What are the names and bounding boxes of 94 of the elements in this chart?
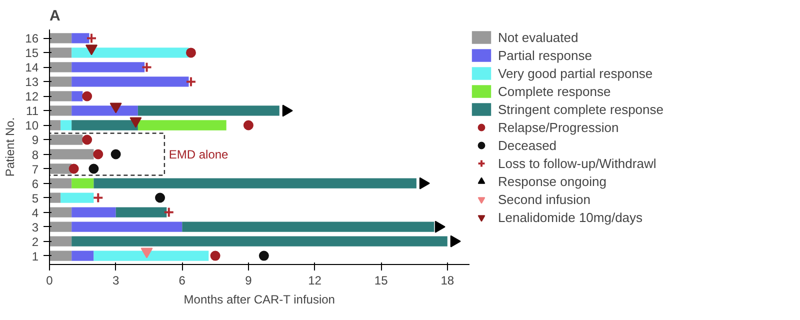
point [68, 164, 79, 174]
bar [50, 178, 72, 188]
bar [72, 178, 94, 188]
point [88, 164, 99, 174]
bar [72, 250, 94, 261]
annotation: EMD alone [168, 147, 229, 162]
point [82, 91, 92, 102]
y-tick-label: 15 [25, 46, 39, 60]
legend-label: Loss to follow-up/Withdrawl [498, 155, 656, 171]
bar [116, 207, 167, 218]
bar [50, 236, 72, 246]
y-tick-label: 2 [32, 234, 39, 249]
point [163, 206, 174, 218]
point [155, 192, 166, 203]
bar [50, 62, 72, 72]
legend-label: Complete response [498, 83, 611, 99]
bar [72, 120, 138, 130]
y-tick-label: 9 [32, 133, 39, 148]
y-tick-label: 12 [25, 90, 39, 104]
point [92, 192, 104, 204]
legend-label: Lenalidomide 10mg/days [498, 209, 643, 225]
bar [50, 164, 72, 174]
bar [72, 106, 138, 116]
bar [182, 222, 434, 232]
x-tick-label: 18 [440, 274, 454, 288]
bar [50, 106, 72, 116]
legend-label: Stringent complete response [498, 101, 664, 117]
legend-label: Relapse/Progression [498, 119, 619, 135]
bar [72, 222, 182, 232]
bar [50, 149, 94, 160]
bar [72, 91, 83, 102]
x-axis-title: Months after CAR-T infusion [184, 292, 335, 306]
y-tick-label: 13 [25, 75, 39, 90]
bar [72, 62, 145, 72]
point [110, 149, 121, 160]
y-tick-label: 16 [25, 32, 39, 46]
bar [72, 48, 189, 58]
x-tick-label: 0 [46, 274, 54, 288]
bar [60, 120, 72, 130]
chart-title: A [50, 8, 60, 24]
bar [138, 106, 280, 116]
bar [50, 91, 72, 102]
bar [72, 236, 448, 246]
point [186, 48, 196, 58]
x-tick-label: 6 [178, 274, 186, 288]
bar [72, 33, 90, 44]
y-tick-label: 1 [32, 249, 39, 264]
y-tick-label: 11 [26, 104, 39, 118]
y-tick-label: 14 [25, 60, 39, 75]
bar [94, 178, 416, 188]
bar [50, 120, 61, 130]
bar [50, 192, 61, 203]
point [434, 220, 446, 233]
point [185, 76, 196, 88]
bar [50, 134, 83, 145]
bar [50, 250, 72, 261]
bar [94, 250, 209, 261]
point [210, 250, 220, 261]
bar [72, 207, 116, 218]
point [93, 149, 104, 160]
y-tick-label: 8 [32, 148, 39, 162]
legend-label: Very good partial response [498, 65, 653, 81]
y-tick-label: 7 [32, 162, 39, 176]
bar [50, 222, 72, 232]
point [82, 134, 92, 145]
point [282, 104, 293, 117]
point [419, 177, 430, 190]
legend-label: Deceased [498, 137, 557, 153]
y-tick-label: 6 [32, 176, 39, 191]
bar [138, 120, 226, 130]
bar [50, 48, 72, 58]
bar [72, 76, 189, 87]
y-axis-title: Patient No. [3, 117, 18, 177]
point [450, 235, 461, 248]
point [243, 120, 254, 130]
point [258, 250, 269, 261]
point [86, 32, 97, 44]
y-tick-label: 10 [25, 118, 39, 133]
bar [60, 192, 94, 203]
x-tick-label: 3 [112, 274, 120, 288]
y-tick-label: 5 [32, 191, 39, 206]
legend-label: Second infusion [498, 191, 591, 207]
y-tick-label: 4 [32, 206, 39, 220]
legend-label: Partial response [498, 47, 592, 63]
x-tick-label: 9 [245, 274, 252, 288]
bar [50, 33, 72, 44]
y-tick-label: 3 [32, 220, 39, 234]
bar [50, 76, 72, 87]
legend-label: Response ongoing [498, 173, 606, 189]
x-tick-label: 15 [374, 274, 388, 288]
bar [50, 207, 72, 218]
legend-label: Not evaluated [498, 29, 578, 45]
point [141, 62, 152, 73]
x-tick-label: 12 [308, 274, 322, 288]
